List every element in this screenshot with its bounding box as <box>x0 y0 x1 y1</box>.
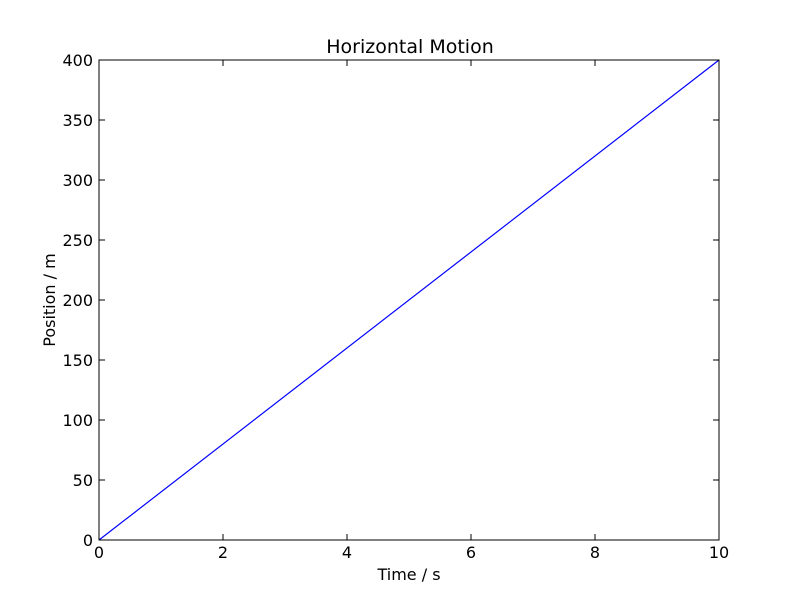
axes-frame <box>98 59 720 541</box>
y-tick-label: 200 <box>62 291 93 310</box>
x-tick-label: 0 <box>94 543 104 562</box>
x-axis-label: Time / s <box>376 565 440 584</box>
series-layer <box>98 59 720 541</box>
chart-title: Horizontal Motion <box>326 36 493 58</box>
y-tick-label: 300 <box>62 171 93 190</box>
x-tick-label: 2 <box>218 543 228 562</box>
y-tick-label: 50 <box>73 471 93 490</box>
y-tick-label: 100 <box>62 411 93 430</box>
y-tick-label: 350 <box>62 111 93 130</box>
x-tick-label: 10 <box>709 543 729 562</box>
y-axis-label: Position / m <box>40 253 59 346</box>
x-tick-label: 8 <box>590 543 600 562</box>
x-tick-label: 6 <box>466 543 476 562</box>
series-line <box>98 59 720 541</box>
y-tick-label: 0 <box>83 531 93 550</box>
y-tick-label: 250 <box>62 231 93 250</box>
x-tick-label: 4 <box>342 543 352 562</box>
y-tick-label: 400 <box>62 51 93 70</box>
y-tick-label: 150 <box>62 351 93 370</box>
